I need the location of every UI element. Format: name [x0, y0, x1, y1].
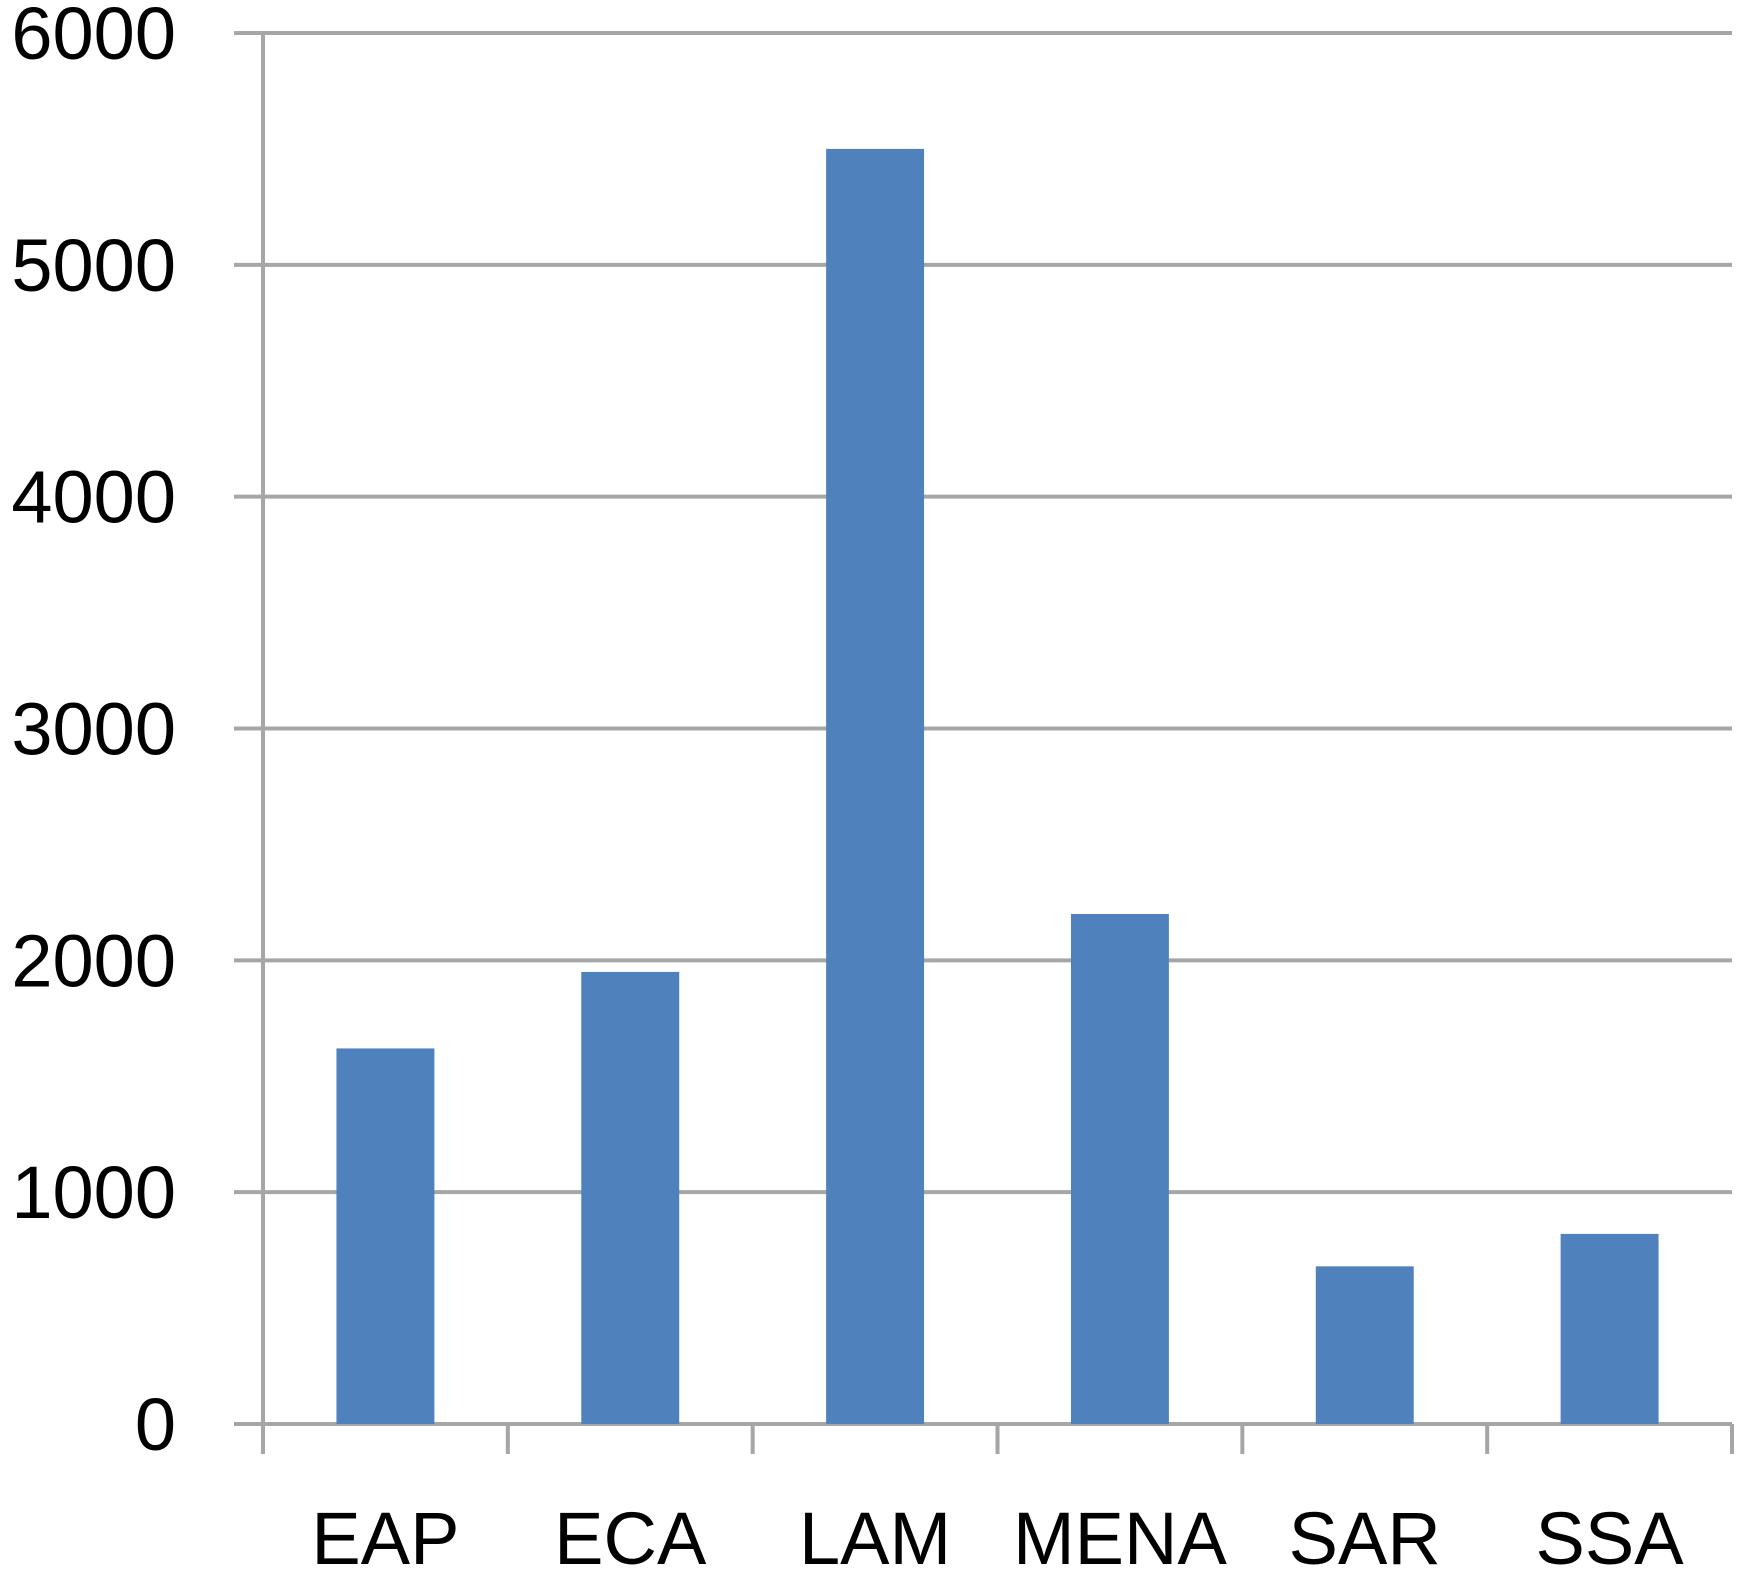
y-tick-label: 2000 [11, 919, 176, 1002]
gridlines [234, 31, 1732, 1426]
bar-sar [1315, 1266, 1414, 1424]
axes [234, 33, 1734, 1454]
x-tick-label: ECA [554, 1497, 707, 1571]
bars [336, 148, 1659, 1425]
y-tick-label: 3000 [11, 688, 176, 771]
y-tick-label: 6000 [11, 0, 176, 75]
bar-mena [1070, 913, 1169, 1424]
y-tick-label: 1000 [11, 1151, 176, 1234]
bar-eca [581, 971, 680, 1424]
x-tick-labels: EAP ECA LAM MENA SAR SSA [311, 1497, 1684, 1571]
y-tick-label: 0 [135, 1383, 176, 1466]
y-tick-label: 5000 [11, 224, 176, 307]
x-tick-label: LAM [799, 1497, 951, 1571]
bar-eap [336, 1048, 435, 1424]
x-tick-label: SSA [1536, 1497, 1685, 1571]
x-tick-label: EAP [311, 1497, 459, 1571]
y-tick-label: 4000 [11, 456, 176, 539]
y-tick-labels: 0 1000 2000 3000 4000 5000 6000 [11, 0, 176, 1466]
bar-lam [826, 148, 925, 1425]
bar-ssa [1560, 1233, 1659, 1424]
x-tick-label: MENA [1013, 1497, 1227, 1571]
x-tick-label: SAR [1289, 1497, 1441, 1571]
